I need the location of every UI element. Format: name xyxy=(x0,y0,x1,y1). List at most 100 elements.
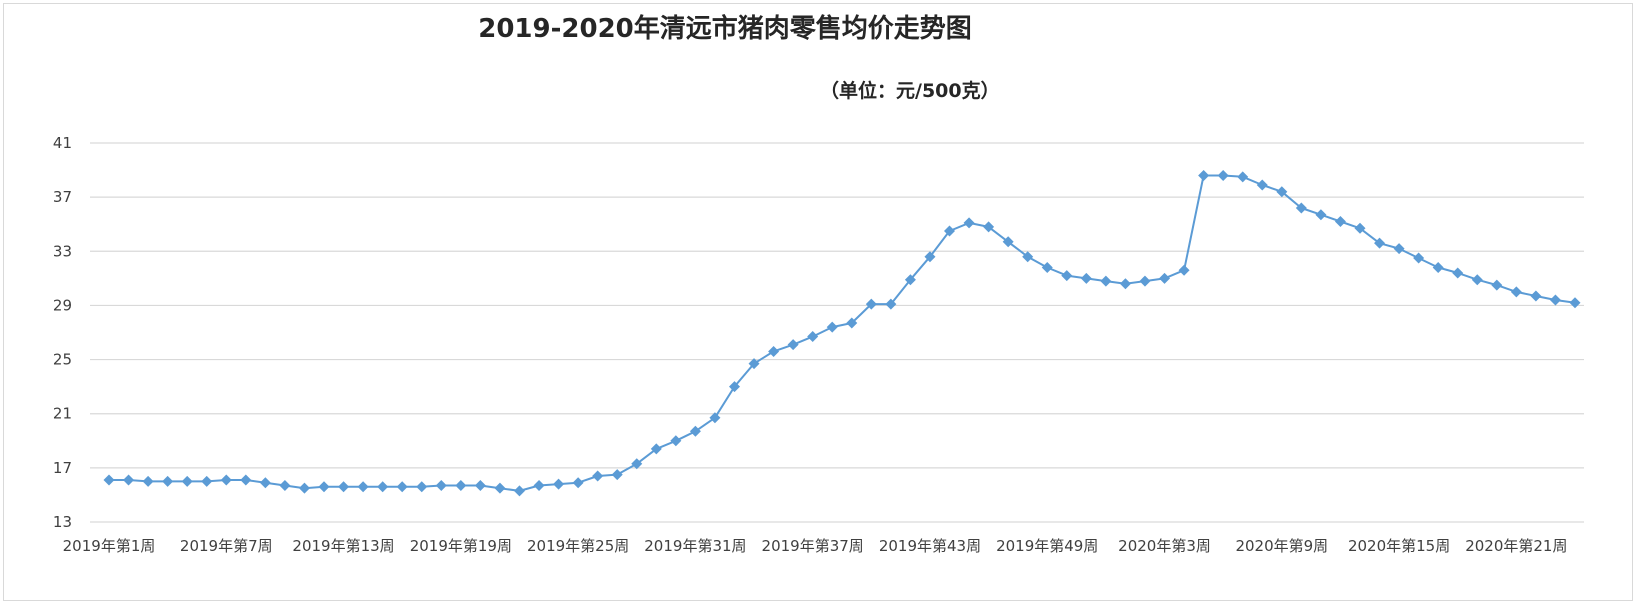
data-point xyxy=(1237,171,1249,183)
data-point xyxy=(1549,294,1561,306)
x-tick-label: 2020年第15周 xyxy=(1348,537,1450,555)
data-point xyxy=(1276,186,1288,198)
data-point xyxy=(1569,297,1581,309)
y-tick-label: 21 xyxy=(53,405,72,423)
data-point xyxy=(1510,286,1522,298)
data-point xyxy=(318,481,330,493)
data-point xyxy=(1491,279,1503,291)
y-tick-label: 29 xyxy=(53,296,72,314)
data-point xyxy=(1159,272,1171,284)
data-point xyxy=(201,475,213,487)
y-tick-label: 37 xyxy=(53,188,72,206)
x-tick-label: 2019年第7周 xyxy=(180,537,273,555)
data-point xyxy=(259,477,271,489)
x-tick-label: 2019年第49周 xyxy=(996,537,1098,555)
data-point xyxy=(1471,274,1483,286)
data-point xyxy=(1080,272,1092,284)
data-point xyxy=(1413,252,1425,264)
data-point xyxy=(1178,264,1190,276)
data-point xyxy=(650,443,662,455)
chart-title: 2019-2020年清远市猪肉零售均价走势图 xyxy=(478,14,972,44)
y-tick-label: 17 xyxy=(53,459,72,477)
data-point xyxy=(826,321,838,333)
data-point xyxy=(963,217,975,229)
data-point xyxy=(1100,275,1112,287)
data-point xyxy=(885,298,897,310)
gridlines xyxy=(90,142,1584,523)
series-layer xyxy=(103,169,1581,497)
data-point xyxy=(1022,251,1034,263)
x-tick-label: 2019年第43周 xyxy=(879,537,981,555)
data-point xyxy=(865,298,877,310)
data-point xyxy=(1354,222,1366,234)
x-tick-label: 2019年第19周 xyxy=(410,537,512,555)
data-point xyxy=(748,358,760,370)
data-point xyxy=(220,474,232,486)
data-point xyxy=(494,482,506,494)
x-tick-label: 2020年第3周 xyxy=(1118,537,1211,555)
data-point xyxy=(142,475,154,487)
data-point xyxy=(553,478,565,490)
chart-unit-subtitle: （单位：元/500克） xyxy=(820,80,1000,102)
data-point xyxy=(1119,278,1131,290)
data-point xyxy=(1530,290,1542,302)
data-point xyxy=(162,475,174,487)
x-tick-label: 2019年第13周 xyxy=(292,537,394,555)
x-tick-label: 2020年第21周 xyxy=(1465,537,1567,555)
data-point xyxy=(1315,209,1327,221)
data-point xyxy=(846,317,858,329)
data-point xyxy=(240,474,252,486)
data-point xyxy=(1432,262,1444,274)
data-point xyxy=(533,479,545,491)
data-point xyxy=(416,481,428,493)
data-point xyxy=(924,251,936,263)
data-point xyxy=(670,435,682,447)
data-point xyxy=(474,479,486,491)
x-tick-label: 2019年第1周 xyxy=(63,537,156,555)
data-point xyxy=(1256,179,1268,191)
x-axis-labels: 2019年第1周 2019年第7周 2019年第13周 2019年第19周 2019年第… xyxy=(63,537,1568,555)
data-point xyxy=(1295,202,1307,214)
x-tick-label: 2019年第37周 xyxy=(762,537,864,555)
data-point xyxy=(1452,267,1464,279)
series-line xyxy=(109,174,1576,492)
data-point xyxy=(181,475,193,487)
y-tick-label: 41 xyxy=(53,134,72,152)
y-axis-labels: 13 17 21 25 29 33 37 41 xyxy=(53,134,72,531)
data-point xyxy=(807,331,819,343)
data-point xyxy=(123,474,135,486)
data-point xyxy=(396,481,408,493)
data-point xyxy=(611,469,623,481)
data-point xyxy=(357,481,369,493)
data-point xyxy=(728,381,740,393)
data-point xyxy=(592,470,604,482)
y-tick-label: 13 xyxy=(53,513,72,531)
data-point xyxy=(1334,216,1346,228)
chart-frame xyxy=(3,3,1633,601)
x-tick-label: 2019年第25周 xyxy=(527,537,629,555)
data-point xyxy=(983,221,995,233)
data-point xyxy=(631,458,643,470)
data-point xyxy=(1198,169,1210,181)
y-tick-label: 25 xyxy=(53,351,72,369)
x-tick-label: 2020年第9周 xyxy=(1235,537,1328,555)
data-point xyxy=(787,339,799,351)
data-point xyxy=(298,482,310,494)
data-point xyxy=(338,481,350,493)
data-point xyxy=(689,425,701,437)
data-point xyxy=(768,345,780,357)
data-point xyxy=(1061,270,1073,282)
data-point xyxy=(435,479,447,491)
data-point xyxy=(513,485,525,497)
data-point xyxy=(904,274,916,286)
x-tick-label: 2019年第31周 xyxy=(644,537,746,555)
data-point xyxy=(103,474,115,486)
data-point xyxy=(279,479,291,491)
data-point xyxy=(1041,262,1053,274)
data-point xyxy=(1217,169,1229,181)
data-point xyxy=(944,225,956,237)
data-point xyxy=(1393,243,1405,255)
data-point xyxy=(709,412,721,424)
data-point xyxy=(455,479,467,491)
